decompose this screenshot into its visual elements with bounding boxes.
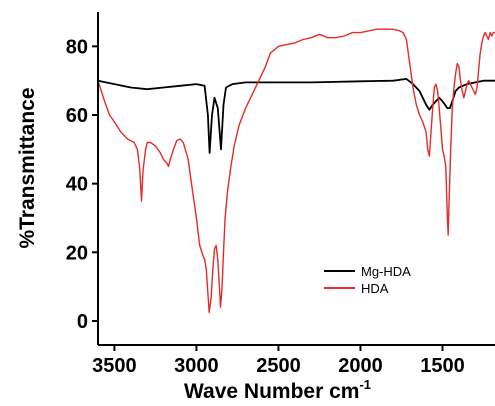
- series-layer: [97, 28, 495, 314]
- legend-label-hda: HDA: [361, 281, 389, 296]
- y-tick-label: 80: [66, 36, 88, 58]
- axis-layer: [97, 12, 495, 346]
- y-tick-label: 0: [77, 311, 88, 333]
- series-line-hda: [97, 28, 495, 314]
- y-axis-title: %Transmittance: [16, 87, 39, 248]
- y-tick-label: 20: [66, 242, 88, 264]
- y-tick-label: 60: [66, 105, 88, 127]
- tick-layer: 0 20 40 60 80 3500 3000 2500 2000 1500: [66, 36, 465, 377]
- x-axis-title-main: Wave Number cm: [184, 380, 359, 403]
- x-tick-label: 3000: [174, 355, 219, 377]
- y-tick-label: 40: [66, 174, 88, 196]
- x-tick-label: 2000: [338, 355, 383, 377]
- x-tick-label: 1500: [420, 355, 465, 377]
- x-tick-label: 2500: [256, 355, 301, 377]
- x-tick-label: 3500: [92, 355, 137, 377]
- x-axis-title: Wave Number cm-1: [184, 377, 371, 403]
- series-line-mg-hda: [97, 78, 495, 154]
- legend-label-mg-hda: Mg-HDA: [361, 264, 411, 279]
- legend: Mg-HDA HDA: [324, 264, 411, 296]
- x-axis-title-superscript: -1: [359, 377, 371, 392]
